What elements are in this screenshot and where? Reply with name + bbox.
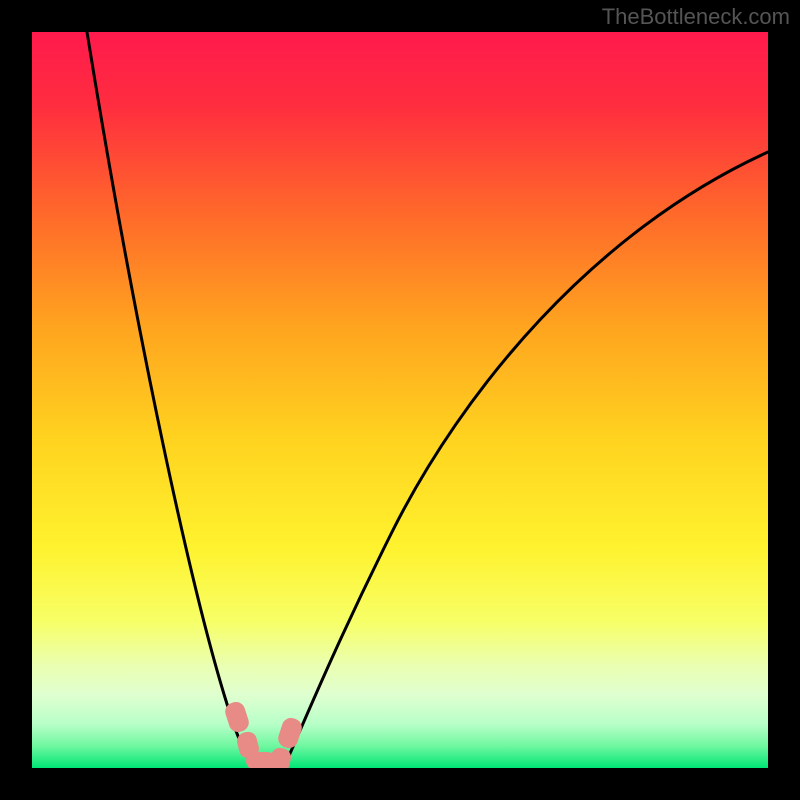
- plot-area: [32, 32, 768, 768]
- plot-svg: [32, 32, 768, 768]
- plot-background: [32, 32, 768, 768]
- chart-frame: TheBottleneck.com: [0, 0, 800, 800]
- watermark-text: TheBottleneck.com: [602, 4, 790, 30]
